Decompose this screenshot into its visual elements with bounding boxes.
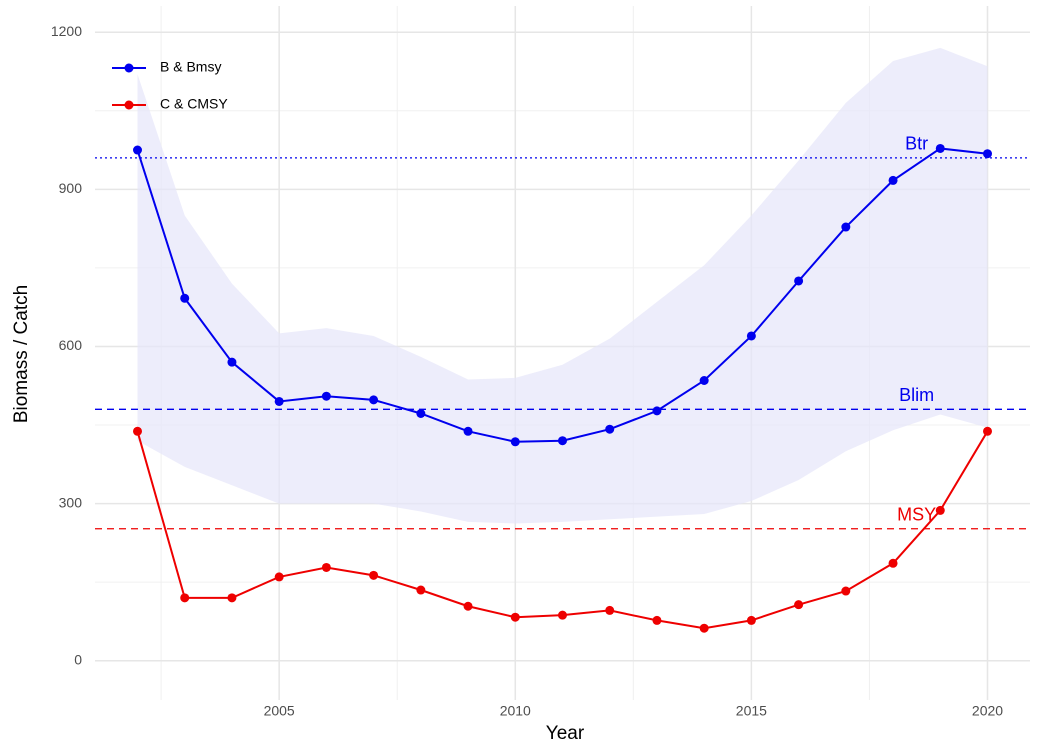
x-tick-label: 2020 xyxy=(972,703,1003,719)
data-point xyxy=(746,331,756,341)
legend-label: B & Bmsy xyxy=(160,59,221,75)
legend-swatch xyxy=(124,63,134,73)
data-point xyxy=(133,426,142,436)
data-point xyxy=(180,293,190,303)
data-point xyxy=(794,600,804,610)
data-point xyxy=(983,149,992,159)
data-point xyxy=(841,586,851,596)
data-point xyxy=(369,570,379,580)
y-tick-label: 600 xyxy=(59,337,83,353)
y-tick-label: 900 xyxy=(59,180,83,196)
data-point xyxy=(699,623,709,633)
data-point xyxy=(227,357,237,367)
data-point xyxy=(935,505,945,515)
data-point xyxy=(274,396,284,406)
x-tick-label: 2010 xyxy=(500,703,531,719)
x-tick-label: 2005 xyxy=(264,703,295,719)
data-point xyxy=(180,593,190,603)
x-axis-title: Year xyxy=(546,723,585,744)
data-point xyxy=(605,424,615,434)
y-axis-title: Biomass / Catch xyxy=(11,285,32,423)
data-point xyxy=(510,437,520,447)
x-tick-label: 2015 xyxy=(736,703,767,719)
data-point xyxy=(416,408,426,418)
data-point xyxy=(888,175,898,185)
y-tick-label: 300 xyxy=(59,494,83,510)
data-point xyxy=(888,558,898,568)
data-point xyxy=(510,612,520,622)
data-point xyxy=(605,605,615,615)
data-point xyxy=(416,585,426,595)
data-point xyxy=(558,610,567,620)
data-point xyxy=(463,601,473,611)
reference-label: Blim xyxy=(899,385,934,405)
data-point xyxy=(652,406,662,416)
data-point xyxy=(558,436,567,446)
data-point xyxy=(935,143,945,153)
y-tick-label: 1200 xyxy=(51,23,82,39)
data-point xyxy=(463,426,473,436)
data-point xyxy=(321,562,331,572)
reference-label: Btr xyxy=(905,134,928,154)
data-point xyxy=(983,426,992,436)
data-point xyxy=(699,375,709,385)
data-point xyxy=(274,572,284,582)
legend-label: C & CMSY xyxy=(160,96,228,112)
data-point xyxy=(227,593,237,603)
confidence-band xyxy=(137,47,988,524)
data-point xyxy=(746,615,756,625)
data-point xyxy=(321,391,331,401)
data-point xyxy=(841,222,851,232)
y-tick-label: 0 xyxy=(74,651,82,667)
data-point xyxy=(133,145,142,155)
reference-label: MSY xyxy=(897,504,936,524)
data-point xyxy=(652,615,662,625)
data-point xyxy=(369,395,379,405)
data-point xyxy=(794,276,804,286)
legend-swatch xyxy=(124,100,134,110)
